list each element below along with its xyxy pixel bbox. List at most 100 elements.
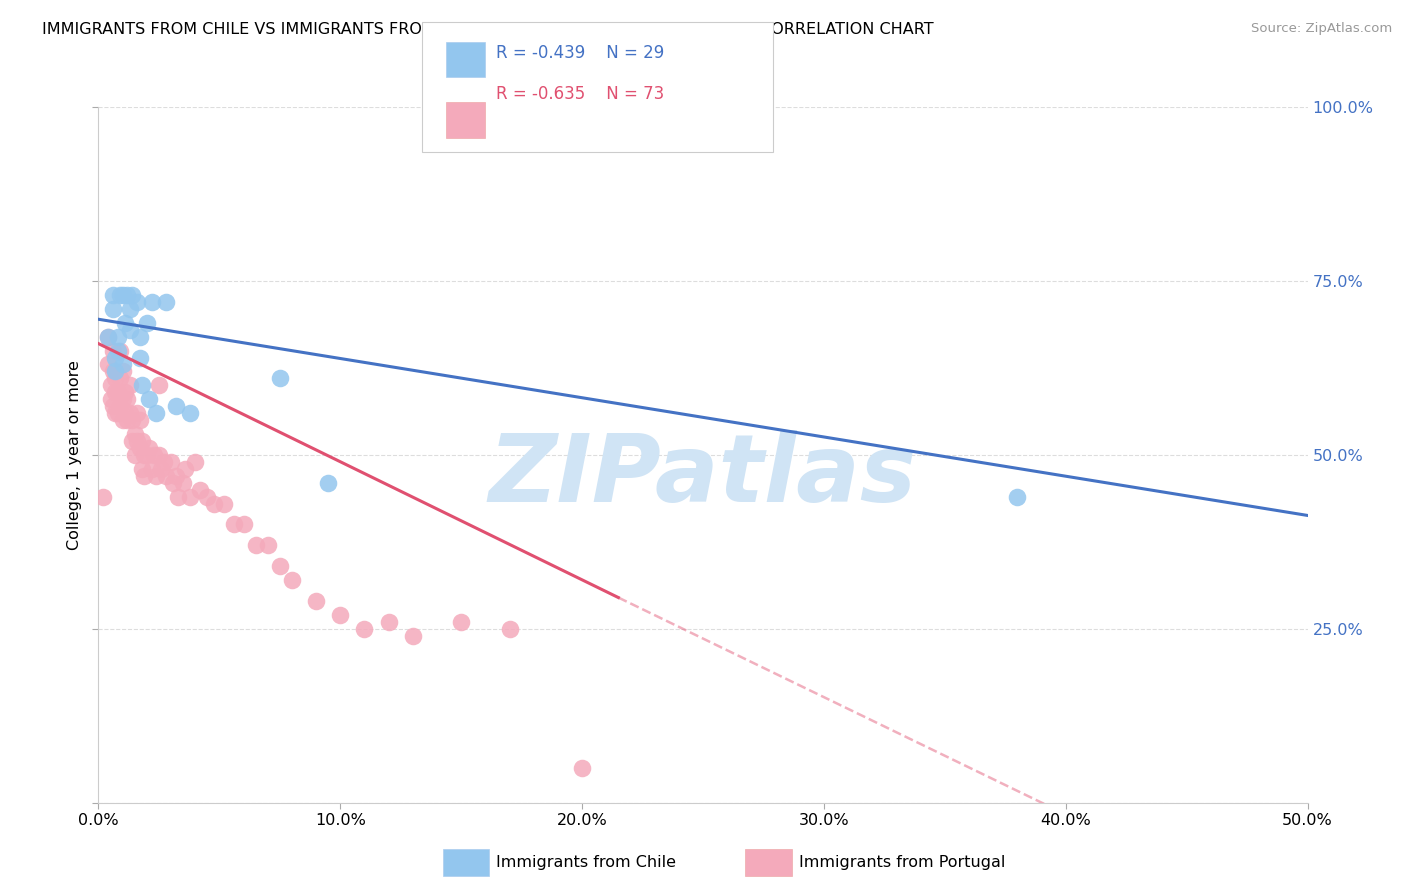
Point [204, 497, 226, 511]
Y-axis label: College, 1 year or more: College, 1 year or more [66, 360, 82, 549]
Text: ZIPatlas: ZIPatlas [489, 430, 917, 522]
Text: Immigrants from Portugal: Immigrants from Portugal [799, 855, 1005, 870]
Point [121, 413, 143, 427]
Point [377, 615, 399, 629]
Point [135, 448, 157, 462]
Point [571, 761, 593, 775]
Point [121, 434, 143, 448]
Point [245, 538, 267, 552]
Point [162, 475, 184, 490]
Point [117, 413, 139, 427]
Point [141, 294, 163, 309]
Point [128, 351, 150, 365]
Point [353, 622, 375, 636]
Point [172, 475, 194, 490]
Point [179, 406, 201, 420]
Point [97, 329, 120, 343]
Point [114, 385, 136, 400]
Point [97, 329, 120, 343]
Point [329, 607, 352, 622]
Point [108, 288, 131, 302]
Point [450, 615, 472, 629]
Point [114, 316, 136, 330]
Point [134, 448, 156, 462]
Text: R = -0.635    N = 73: R = -0.635 N = 73 [496, 85, 665, 103]
Point [135, 316, 157, 330]
Point [111, 413, 134, 427]
Point [131, 378, 153, 392]
Point [281, 573, 304, 587]
Point [402, 629, 425, 643]
Point [101, 288, 124, 302]
Point [269, 559, 291, 574]
Text: IMMIGRANTS FROM CHILE VS IMMIGRANTS FROM PORTUGAL COLLEGE, 1 YEAR OR MORE CORREL: IMMIGRANTS FROM CHILE VS IMMIGRANTS FROM… [42, 22, 934, 37]
Point [498, 622, 520, 636]
Point [165, 468, 187, 483]
Point [155, 468, 177, 483]
Text: Immigrants from Chile: Immigrants from Chile [496, 855, 676, 870]
Point [145, 406, 167, 420]
Point [174, 462, 197, 476]
Point [127, 294, 149, 309]
Point [100, 392, 122, 407]
Point [1007, 490, 1029, 504]
Point [155, 294, 177, 309]
Point [118, 301, 141, 316]
Point [188, 483, 211, 497]
Point [104, 385, 127, 400]
Point [104, 371, 127, 385]
Point [118, 323, 141, 337]
Point [111, 288, 134, 302]
Text: R = -0.439    N = 29: R = -0.439 N = 29 [496, 44, 665, 62]
Point [148, 448, 170, 462]
Point [111, 358, 134, 372]
Point [124, 427, 146, 442]
Point [305, 594, 328, 608]
Point [184, 455, 207, 469]
Point [160, 455, 183, 469]
Point [269, 371, 291, 385]
Point [108, 343, 131, 358]
Point [256, 538, 278, 552]
Point [167, 490, 190, 504]
Point [145, 468, 167, 483]
Point [127, 406, 149, 420]
Point [107, 385, 129, 400]
Point [121, 288, 143, 302]
Point [128, 329, 150, 343]
Point [124, 448, 146, 462]
Point [128, 413, 150, 427]
Point [148, 378, 170, 392]
Point [131, 462, 153, 476]
Point [195, 490, 218, 504]
Point [114, 406, 136, 420]
Point [131, 434, 153, 448]
Point [138, 392, 160, 407]
Point [222, 517, 245, 532]
Point [104, 406, 127, 420]
Point [111, 392, 134, 407]
Point [117, 392, 139, 407]
Point [316, 475, 339, 490]
Point [104, 364, 127, 378]
Point [107, 406, 129, 420]
Point [138, 441, 160, 455]
Point [179, 490, 201, 504]
Point [101, 301, 124, 316]
Point [128, 441, 150, 455]
Point [232, 517, 254, 532]
Point [108, 371, 131, 385]
Point [143, 448, 166, 462]
Point [108, 399, 131, 413]
Point [100, 378, 122, 392]
Point [104, 351, 127, 365]
Point [107, 329, 129, 343]
Point [118, 406, 141, 420]
Text: Source: ZipAtlas.com: Source: ZipAtlas.com [1251, 22, 1392, 36]
Point [97, 358, 120, 372]
Point [117, 288, 139, 302]
Point [127, 434, 149, 448]
Point [212, 497, 235, 511]
Point [111, 364, 134, 378]
Point [165, 399, 187, 413]
